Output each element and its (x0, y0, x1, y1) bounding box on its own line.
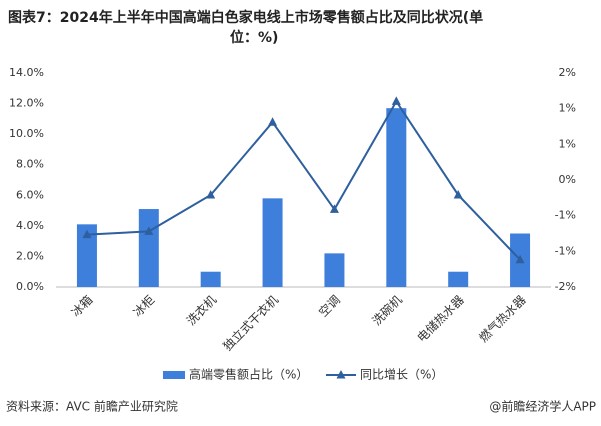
bar (138, 209, 159, 287)
y-tick-label: 8.0% (16, 158, 44, 171)
bar (200, 271, 221, 287)
y-tick-label: 10.0% (9, 127, 44, 140)
bar (324, 253, 345, 287)
growth-marker (329, 204, 339, 213)
y2-tick-label: -1% (555, 244, 576, 257)
x-tick-label: 燃气热水器 (476, 292, 529, 345)
x-tick-label: 洗碗机 (369, 292, 405, 328)
source: 资料来源：AVC 前瞻产业研究院 (6, 399, 178, 414)
growth-marker (515, 254, 525, 264)
bar (262, 198, 283, 287)
growth-marker (206, 189, 216, 199)
legend-label: 高端零售额占比（%） (189, 367, 308, 382)
y2-tick-label: 2% (559, 66, 576, 79)
growth-marker (144, 226, 154, 235)
y-tick-label: 6.0% (16, 188, 44, 201)
growth-marker (391, 96, 401, 105)
bar (448, 271, 469, 287)
x-tick-label: 洗衣机 (183, 292, 219, 328)
y2-tick-label: -2% (555, 280, 576, 293)
y-tick-label: 14.0% (9, 66, 44, 79)
growth-marker (82, 229, 92, 239)
y-tick-label: 12.0% (9, 97, 44, 110)
growth-marker (268, 117, 278, 126)
legend-label: 同比增长（%） (360, 368, 443, 382)
legend-swatch (336, 370, 346, 379)
y-tick-label: 0.0% (16, 280, 44, 293)
y2-tick-label: 1% (559, 102, 576, 115)
x-tick-label: 独立式干衣机 (220, 292, 282, 354)
chart-title-line: 图表7：2024年上半年中国高端白色家电线上市场零售额占比及同比状况(单位：%) (8, 9, 483, 46)
y2-tick-label: -1% (555, 209, 576, 222)
growth-marker (453, 189, 463, 199)
x-tick-label: 电储热水器 (414, 292, 467, 345)
x-tick-label: 冰柜 (131, 293, 158, 320)
legend-swatch (163, 371, 185, 379)
y-tick-label: 4.0% (16, 219, 44, 232)
y2-tick-label: 0% (559, 173, 576, 186)
x-tick-label: 空调 (316, 293, 343, 320)
y-tick-label: 2.0% (16, 249, 44, 262)
y2-tick-label: 1% (559, 137, 576, 150)
bar (76, 224, 97, 287)
x-tick-label: 冰箱 (68, 292, 96, 320)
credit: @前瞻经济学人APP (489, 399, 596, 414)
growth-line (86, 99, 521, 261)
bar (386, 108, 407, 288)
